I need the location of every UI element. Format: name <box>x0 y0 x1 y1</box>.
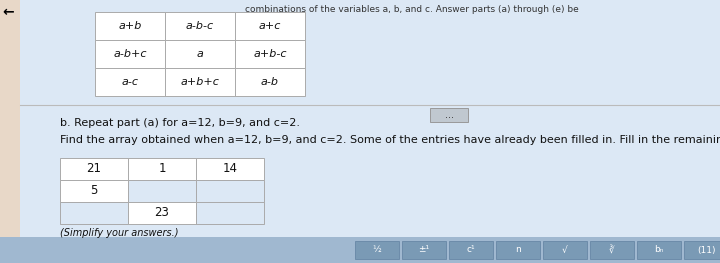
Text: 1: 1 <box>158 163 166 175</box>
Bar <box>165 12 235 40</box>
Bar <box>235 68 305 96</box>
Bar <box>128 180 196 202</box>
Text: 14: 14 <box>222 163 238 175</box>
Bar <box>637 241 681 259</box>
Text: a-b-c: a-b-c <box>186 21 214 31</box>
Text: ∛: ∛ <box>609 245 615 255</box>
Bar <box>590 241 634 259</box>
Text: a-c: a-c <box>122 77 138 87</box>
Text: bₙ: bₙ <box>654 245 664 255</box>
Bar <box>196 158 264 180</box>
Bar <box>165 68 235 96</box>
Text: combinations of the variables a, b, and c. Answer parts (a) through (e) be: combinations of the variables a, b, and … <box>245 5 579 14</box>
Text: Find the array obtained when a=12, b=9, and c=2. Some of the entries have alread: Find the array obtained when a=12, b=9, … <box>60 135 720 145</box>
Text: a+b-c: a+b-c <box>253 49 287 59</box>
Text: 23: 23 <box>155 206 169 220</box>
Bar <box>128 202 196 224</box>
Bar <box>0 237 720 263</box>
Bar <box>196 180 264 202</box>
Bar <box>430 108 468 122</box>
Text: ←: ← <box>2 5 14 19</box>
Bar <box>60 158 128 180</box>
Bar <box>543 241 587 259</box>
Bar <box>95 12 165 40</box>
Bar <box>684 241 720 259</box>
Text: 5: 5 <box>90 185 98 198</box>
Text: ...: ... <box>444 110 454 120</box>
Bar <box>60 180 128 202</box>
Text: c¹: c¹ <box>467 245 475 255</box>
Bar <box>402 241 446 259</box>
Text: a-b: a-b <box>261 77 279 87</box>
Bar <box>496 241 540 259</box>
Bar <box>355 241 399 259</box>
Bar <box>95 68 165 96</box>
Text: ±¹: ±¹ <box>418 245 430 255</box>
Text: a+c: a+c <box>258 21 282 31</box>
Text: a: a <box>197 49 204 59</box>
Text: n: n <box>515 245 521 255</box>
Bar <box>235 12 305 40</box>
Bar <box>60 202 128 224</box>
Text: (11): (11) <box>697 245 715 255</box>
Text: ½: ½ <box>373 245 382 255</box>
Text: a+b: a+b <box>118 21 142 31</box>
Bar <box>449 241 493 259</box>
Bar <box>95 40 165 68</box>
Text: (Simplify your answers.): (Simplify your answers.) <box>60 228 179 238</box>
Bar <box>128 158 196 180</box>
Bar <box>0 0 20 263</box>
Bar <box>235 40 305 68</box>
Text: b. Repeat part (a) for a=12, b=9, and c=2.: b. Repeat part (a) for a=12, b=9, and c=… <box>60 118 300 128</box>
Text: a+b+c: a+b+c <box>181 77 220 87</box>
Text: √: √ <box>562 245 568 255</box>
Text: a-b+c: a-b+c <box>113 49 147 59</box>
Bar <box>196 202 264 224</box>
Text: 21: 21 <box>86 163 102 175</box>
Bar <box>165 40 235 68</box>
